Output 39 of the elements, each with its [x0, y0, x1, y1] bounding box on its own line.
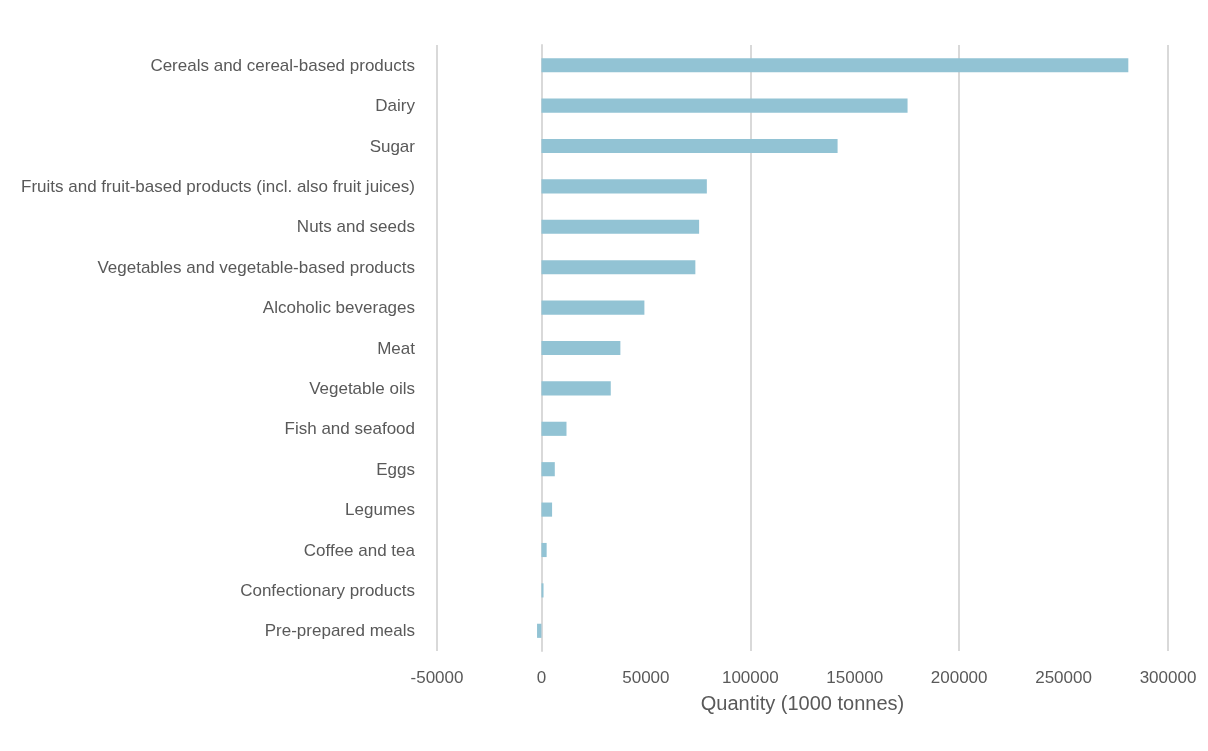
x-axis-title: Quantity (1000 tonnes): [700, 692, 905, 714]
bar: [541, 462, 555, 477]
bar: [541, 58, 1129, 73]
y-tick-label: Confectionary products: [240, 580, 415, 600]
y-tick-label: Alcoholic beverages: [262, 298, 415, 318]
bar: [541, 381, 611, 396]
bar: [541, 421, 567, 436]
bar: [541, 542, 547, 558]
y-tick-label: Cereals and cereal-based products: [150, 55, 415, 75]
bar: [541, 219, 700, 234]
x-tick-label: 50000: [622, 668, 670, 687]
bar: [541, 340, 621, 356]
y-tick-label: Fish and seafood: [284, 419, 415, 439]
x-tick-label: -50000: [410, 668, 464, 687]
y-tick-label: Nuts and seeds: [296, 217, 415, 237]
x-tick-label: 0: [536, 668, 547, 687]
y-tick-label: Vegetable oils: [309, 378, 415, 398]
x-tick-label: 250000: [1035, 668, 1092, 687]
bar: [541, 502, 553, 517]
bar: [541, 138, 838, 154]
bar: [541, 583, 544, 598]
bar: [541, 300, 645, 315]
x-tick-label: 150000: [826, 668, 884, 687]
x-tick-label: 200000: [930, 668, 988, 687]
y-tick-label: Fruits and fruit-based products (incl. also fruit juices): [21, 176, 415, 196]
y-tick-label: Pre-prepared meals: [264, 621, 415, 641]
y-tick-label: Meat: [377, 338, 416, 358]
bar: [541, 179, 707, 194]
bar: [541, 260, 696, 275]
x-tick-label: 100000: [721, 668, 779, 687]
y-tick-label: Legumes: [345, 500, 415, 520]
y-tick-label: Sugar: [369, 136, 416, 156]
y-tick-label: Eggs: [376, 459, 415, 479]
bar: [541, 98, 908, 113]
y-tick-label: Coffee and tea: [303, 540, 416, 560]
bar: [537, 623, 542, 638]
x-tick-label: 300000: [1139, 668, 1197, 687]
y-tick-label: Vegetables and vegetable-based products: [97, 257, 415, 277]
y-tick-label: Dairy: [375, 96, 416, 116]
